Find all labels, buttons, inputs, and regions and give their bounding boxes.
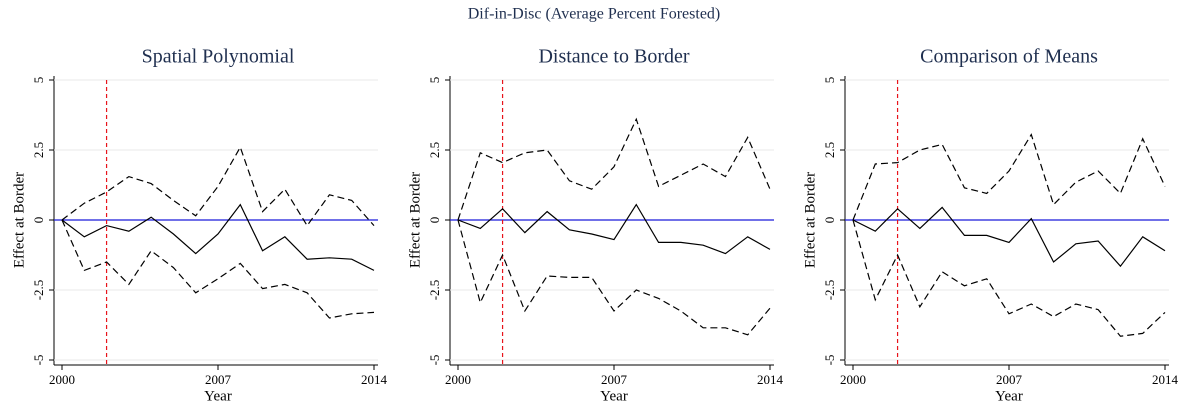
y-tick-label: -5 <box>822 355 837 366</box>
y-tick-label: 0 <box>427 217 442 224</box>
y-tick-label: -5 <box>31 355 46 366</box>
x-tick-label: 2014 <box>1152 372 1179 387</box>
y-tick-label: 5 <box>31 77 46 84</box>
x-axis-label: Year <box>995 388 1023 404</box>
x-tick-label: 2007 <box>996 372 1023 387</box>
panel-title: Distance to Border <box>538 46 689 68</box>
y-axis-label: Effect at Border <box>802 172 818 268</box>
ci-line <box>61 219 375 319</box>
y-tick-label: 5 <box>427 77 442 84</box>
estimate-line <box>457 203 771 255</box>
ci-line <box>61 145 375 227</box>
y-axis-label: Effect at Border <box>11 172 27 268</box>
x-tick-label: 2014 <box>757 372 784 387</box>
x-tick-label: 2007 <box>601 372 628 387</box>
x-tick-label: 2000 <box>445 372 471 387</box>
y-tick-label: 5 <box>822 77 837 84</box>
ci-line <box>852 133 1166 221</box>
panel-title: Comparison of Means <box>920 46 1098 68</box>
y-tick-label: 0 <box>31 217 46 224</box>
y-tick-label: 0 <box>822 217 837 224</box>
y-axis-label: Effect at Border <box>407 172 423 268</box>
y-tick-label: -5 <box>427 355 442 366</box>
x-axis-label: Year <box>204 388 232 404</box>
x-axis-label: Year <box>600 388 628 404</box>
estimate-line <box>61 203 375 271</box>
y-tick-label: 2.5 <box>31 142 46 158</box>
estimate-line <box>852 206 1166 268</box>
x-tick-label: 2007 <box>205 372 232 387</box>
y-tick-label: -2.5 <box>427 280 442 301</box>
y-tick-label: -2.5 <box>31 280 46 301</box>
y-tick-label: 2.5 <box>427 142 442 158</box>
panel-title: Spatial Polynomial <box>142 46 295 68</box>
y-tick-label: 2.5 <box>822 142 837 158</box>
x-tick-label: 2000 <box>840 372 866 387</box>
ci-line <box>852 219 1166 337</box>
x-tick-label: 2000 <box>49 372 75 387</box>
ci-line <box>457 219 771 336</box>
x-tick-label: 2014 <box>361 372 388 387</box>
y-tick-label: -2.5 <box>822 280 837 301</box>
ci-line <box>457 117 771 221</box>
figure-title: Dif-in-Disc (Average Percent Forested) <box>468 6 721 23</box>
